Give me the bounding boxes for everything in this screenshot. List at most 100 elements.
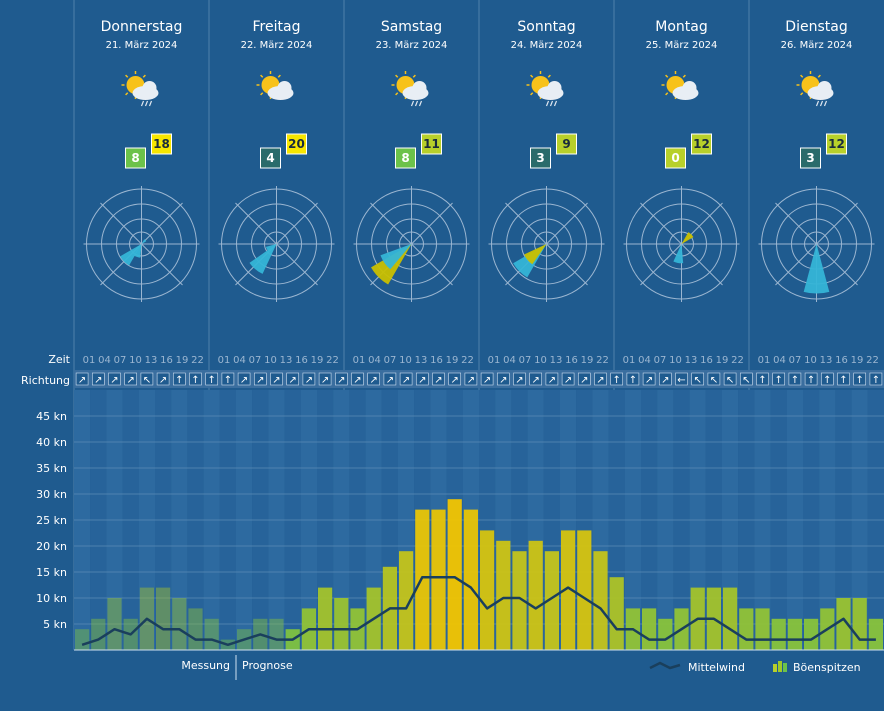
direction-arrow: ↖ — [694, 375, 702, 386]
direction-box — [626, 372, 640, 386]
gust-badge — [421, 133, 442, 155]
direction-box — [156, 372, 170, 386]
direction-box — [594, 372, 607, 386]
day-date: 25. März 2024 — [646, 40, 718, 51]
time-tick: 16 — [700, 355, 713, 366]
direction-arrow: ↗ — [564, 375, 572, 386]
direction-box — [723, 372, 737, 386]
y-tick-label: 25 kn — [36, 514, 67, 527]
direction-box — [415, 372, 429, 386]
time-tick: 22 — [731, 355, 744, 366]
direction-arrow: ↗ — [386, 375, 394, 386]
time-tick: 10 — [669, 355, 682, 366]
gust-value: 12 — [828, 137, 845, 151]
time-tick: 07 — [114, 355, 127, 366]
rain-icon — [553, 100, 558, 107]
legend-gust-swatch — [773, 664, 777, 672]
rain-icon — [815, 100, 820, 107]
direction-arrow: ↑ — [807, 375, 815, 386]
direction-arrow: ↖ — [143, 375, 151, 386]
gust-bar — [399, 551, 414, 650]
direction-arrow: ↗ — [289, 375, 297, 386]
direction-box — [869, 372, 883, 386]
direction-box — [254, 372, 267, 386]
gust-bar — [804, 618, 819, 650]
time-tick: 07 — [654, 355, 667, 366]
direction-box — [318, 372, 332, 386]
direction-arrow: ↗ — [661, 375, 669, 386]
time-tick: 10 — [399, 355, 412, 366]
rain-icon — [549, 100, 554, 107]
gust-bar — [318, 587, 333, 650]
direction-arrow: ↑ — [175, 375, 183, 386]
time-tick: 16 — [160, 355, 173, 366]
y-tick-label: 45 kn — [36, 410, 67, 423]
time-tick: 13 — [280, 355, 293, 366]
y-tick-label: 30 kn — [36, 488, 67, 501]
gust-bar — [544, 551, 559, 650]
direction-arrow: ↑ — [224, 375, 232, 386]
direction-arrow: ↑ — [613, 375, 621, 386]
day-name: Sonntag — [517, 19, 575, 35]
day-date: 22. März 2024 — [241, 40, 313, 51]
time-tick: 19 — [851, 355, 864, 366]
wind-rose-sector — [120, 244, 142, 266]
gust-bar — [787, 618, 802, 650]
time-tick: 13 — [550, 355, 563, 366]
direction-box — [837, 372, 850, 386]
gust-bar — [577, 530, 592, 650]
gust-badge — [691, 133, 712, 155]
day-date: 24. März 2024 — [511, 40, 583, 51]
wind-rose-sector — [141, 239, 147, 244]
gust-bar — [91, 618, 106, 650]
direction-arrow: ↗ — [272, 375, 280, 386]
gust-bar — [75, 629, 90, 650]
direction-arrow: ↗ — [110, 375, 118, 386]
direction-arrow: ↗ — [78, 375, 86, 386]
time-tick: 01 — [488, 355, 501, 366]
gust-bar — [107, 598, 122, 650]
direction-arrow: ↗ — [434, 375, 442, 386]
direction-box — [545, 372, 559, 386]
direction-arrow: ↖ — [710, 375, 718, 386]
y-tick-label: 35 kn — [36, 462, 67, 475]
sun-ray — [412, 74, 416, 78]
time-tick: 10 — [534, 355, 547, 366]
cloud-icon — [817, 81, 832, 95]
direction-arrow: ↑ — [191, 375, 199, 386]
direction-box — [399, 372, 413, 386]
direction-arrow: ↑ — [839, 375, 847, 386]
time-tick: 01 — [623, 355, 636, 366]
legend-mean-label: Mittelwind — [688, 661, 745, 674]
time-tick: 01 — [83, 355, 96, 366]
direction-box — [383, 372, 397, 386]
gust-bar — [528, 540, 543, 650]
gust-badge — [826, 133, 847, 155]
direction-box — [788, 372, 802, 386]
direction-box — [302, 372, 316, 386]
rain-icon — [819, 100, 824, 107]
direction-box — [577, 372, 591, 386]
time-tick: 13 — [820, 355, 833, 366]
time-tick: 04 — [773, 355, 786, 366]
direction-box — [108, 372, 121, 386]
time-tick: 07 — [519, 355, 532, 366]
direction-box — [529, 372, 543, 386]
sun-ray — [395, 74, 399, 78]
rain-icon — [140, 100, 145, 107]
time-tick: 19 — [581, 355, 594, 366]
direction-box — [237, 372, 251, 386]
time-tick: 01 — [218, 355, 231, 366]
direction-box — [820, 372, 834, 386]
direction-arrow: ← — [677, 375, 685, 386]
gust-badge — [556, 133, 577, 155]
direction-box — [189, 372, 202, 386]
cloud-icon — [412, 81, 427, 95]
direction-box — [658, 372, 672, 386]
rain-icon — [823, 100, 828, 107]
gust-bar — [188, 608, 203, 650]
day-name: Samstag — [381, 19, 442, 35]
direction-box — [513, 372, 526, 386]
rain-icon — [148, 100, 153, 107]
